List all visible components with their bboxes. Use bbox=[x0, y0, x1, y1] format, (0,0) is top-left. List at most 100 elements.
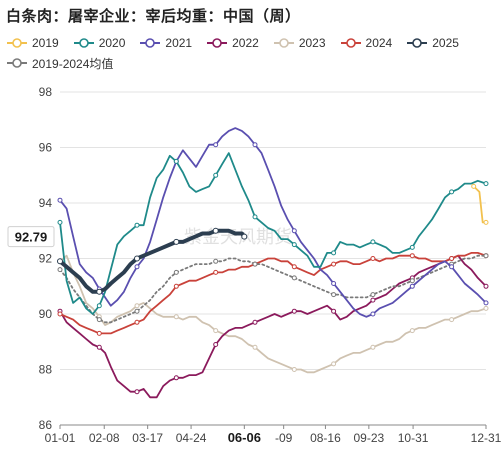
series-line-2019 bbox=[472, 185, 487, 224]
y-tick-label: 98 bbox=[39, 85, 53, 99]
point-marker-2023 bbox=[449, 317, 455, 323]
point-marker-2024 bbox=[291, 264, 297, 270]
point-marker-2024 bbox=[331, 261, 337, 267]
point-marker-2023 bbox=[213, 328, 219, 334]
point-marker-2025 bbox=[134, 255, 140, 262]
point-marker-2020 bbox=[96, 303, 102, 309]
legend-item-2021[interactable]: 2021 bbox=[139, 33, 192, 53]
legend-label: 2020 bbox=[98, 36, 126, 50]
point-marker-2023 bbox=[409, 328, 415, 334]
point-marker-2020 bbox=[331, 250, 337, 256]
point-marker-2025 bbox=[96, 288, 103, 295]
legend-item-avg[interactable]: 2019-2024均值 bbox=[6, 53, 113, 73]
point-marker-2020 bbox=[409, 244, 415, 250]
point-marker-avg bbox=[213, 258, 219, 264]
point-marker-2021 bbox=[57, 197, 63, 203]
point-marker-avg bbox=[252, 261, 258, 267]
point-marker-2021 bbox=[409, 283, 415, 289]
point-marker-2022 bbox=[291, 308, 297, 314]
legend-swatch-icon bbox=[407, 38, 428, 48]
x-tick-label: 01-01 bbox=[45, 431, 76, 445]
point-marker-2023 bbox=[483, 305, 489, 311]
legend-item-2025[interactable]: 2025 bbox=[406, 33, 459, 53]
point-marker-2024 bbox=[134, 319, 140, 325]
point-marker-2024 bbox=[96, 330, 102, 336]
legend-label: 2019 bbox=[32, 36, 59, 50]
point-marker-2019 bbox=[471, 183, 477, 189]
legend-label: 2019-2024均值 bbox=[32, 56, 114, 71]
legend-label: 2025 bbox=[432, 36, 459, 50]
point-marker-avg bbox=[96, 317, 102, 323]
point-marker-2021 bbox=[331, 281, 337, 286]
point-marker-avg bbox=[57, 267, 63, 273]
point-marker-2021 bbox=[291, 228, 297, 234]
point-marker-2023 bbox=[331, 361, 337, 367]
x-tick-label: 03-17 bbox=[132, 431, 163, 445]
point-marker-2024 bbox=[173, 283, 179, 289]
point-marker-2020 bbox=[213, 172, 219, 178]
y-tick-label: 94 bbox=[39, 196, 53, 210]
legend-swatch-icon bbox=[7, 38, 27, 48]
point-marker-2021 bbox=[213, 142, 219, 148]
legend: 2019 2020 2021 2022 2023 2024 2025 2019-2024均值 bbox=[6, 33, 501, 73]
point-marker-2022 bbox=[96, 344, 102, 350]
x-tick-label: 09-23 bbox=[353, 431, 384, 445]
y-tick-label: 88 bbox=[39, 363, 53, 377]
point-marker-2021 bbox=[134, 264, 140, 270]
legend-label: 2023 bbox=[298, 36, 326, 50]
x-tick-label: 10-31 bbox=[398, 431, 429, 445]
legend-swatch-icon bbox=[73, 38, 94, 48]
point-marker-2022 bbox=[252, 319, 258, 325]
legend-item-2019[interactable]: 2019 bbox=[6, 33, 59, 53]
legend-swatch-icon bbox=[140, 38, 161, 48]
point-marker-2022 bbox=[213, 342, 219, 347]
watermark: 紫金天风期货 bbox=[184, 227, 292, 248]
point-marker-2025 bbox=[57, 258, 63, 265]
point-marker-2022 bbox=[483, 283, 489, 289]
point-marker-avg bbox=[409, 278, 415, 284]
legend-item-2023[interactable]: 2023 bbox=[273, 33, 326, 53]
point-marker-2021 bbox=[449, 264, 455, 270]
point-marker-2024 bbox=[449, 256, 455, 261]
current-value-badge bbox=[7, 226, 55, 248]
point-marker-2020 bbox=[449, 189, 455, 195]
point-marker-2022 bbox=[331, 308, 337, 314]
y-tick-label: 86 bbox=[39, 418, 53, 432]
point-marker-2024 bbox=[213, 269, 219, 275]
legend-label: 2024 bbox=[365, 36, 393, 50]
chart-title: 白条肉：屠宰企业：宰后均重：中国（周） bbox=[6, 7, 301, 25]
y-tick-label: 90 bbox=[39, 307, 53, 321]
point-marker-2022 bbox=[173, 375, 179, 381]
legend-swatch-icon bbox=[7, 58, 27, 68]
legend-swatch-icon bbox=[207, 38, 228, 48]
point-marker-2023 bbox=[252, 344, 258, 350]
point-marker-2021 bbox=[483, 300, 489, 306]
x-tick-label: 06-06 bbox=[228, 430, 261, 445]
point-marker-avg bbox=[331, 292, 337, 298]
point-marker-avg bbox=[370, 292, 376, 298]
legend-item-2020[interactable]: 2020 bbox=[73, 33, 126, 53]
point-marker-2020 bbox=[483, 181, 489, 187]
series-line-avg bbox=[59, 254, 487, 324]
x-tick-label: 12-31 bbox=[471, 431, 501, 445]
point-marker-2023 bbox=[173, 314, 179, 320]
point-marker-avg bbox=[291, 275, 297, 281]
point-marker-2020 bbox=[252, 214, 258, 220]
x-tick-label: -09 bbox=[275, 431, 293, 445]
legend-swatch-icon bbox=[273, 38, 294, 48]
point-marker-2020 bbox=[173, 158, 179, 164]
legend-label: 2022 bbox=[232, 36, 259, 50]
point-marker-2025 bbox=[173, 238, 180, 245]
point-marker-2025 bbox=[212, 227, 219, 234]
point-marker-2020 bbox=[134, 222, 140, 228]
point-marker-2024 bbox=[370, 256, 376, 261]
point-marker-2021 bbox=[370, 311, 376, 317]
legend-item-2024[interactable]: 2024 bbox=[340, 33, 393, 53]
legend-item-2022[interactable]: 2022 bbox=[206, 33, 259, 53]
x-tick-label: 08-16 bbox=[310, 431, 341, 445]
point-marker-2024 bbox=[409, 253, 415, 259]
legend-swatch-icon bbox=[340, 38, 361, 48]
point-marker-2023 bbox=[291, 367, 297, 372]
x-tick-label: 04-24 bbox=[176, 431, 207, 445]
